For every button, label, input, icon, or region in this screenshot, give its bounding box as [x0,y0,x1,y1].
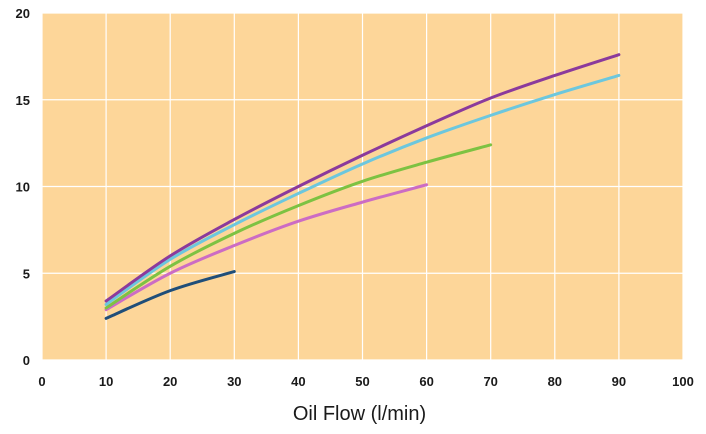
x-tick-label: 80 [548,374,562,389]
x-axis-title: Oil Flow (l/min) [293,403,426,425]
series-line-5 [104,53,621,303]
x-tick-label: 20 [163,374,177,389]
y-tick-label: 0 [23,353,30,368]
x-tick-label: 50 [355,374,369,389]
x-tick-label: 60 [419,374,433,389]
series-line-1 [104,270,236,320]
series-line-2 [104,183,429,312]
x-tick-label: 30 [227,374,241,389]
x-tick-label: 100 [672,374,694,389]
y-tick-label: 15 [16,93,30,108]
x-tick-label: 0 [38,374,45,389]
x-tick-label: 10 [99,374,113,389]
series-line-3 [104,143,493,310]
y-tick-label: 10 [16,180,30,195]
series-line-4 [104,73,621,306]
y-tick-label: 20 [16,6,30,21]
y-tick-label: 5 [23,266,30,281]
x-tick-label: 40 [291,374,305,389]
x-tick-label: 90 [612,374,626,389]
x-tick-label: 70 [483,374,497,389]
